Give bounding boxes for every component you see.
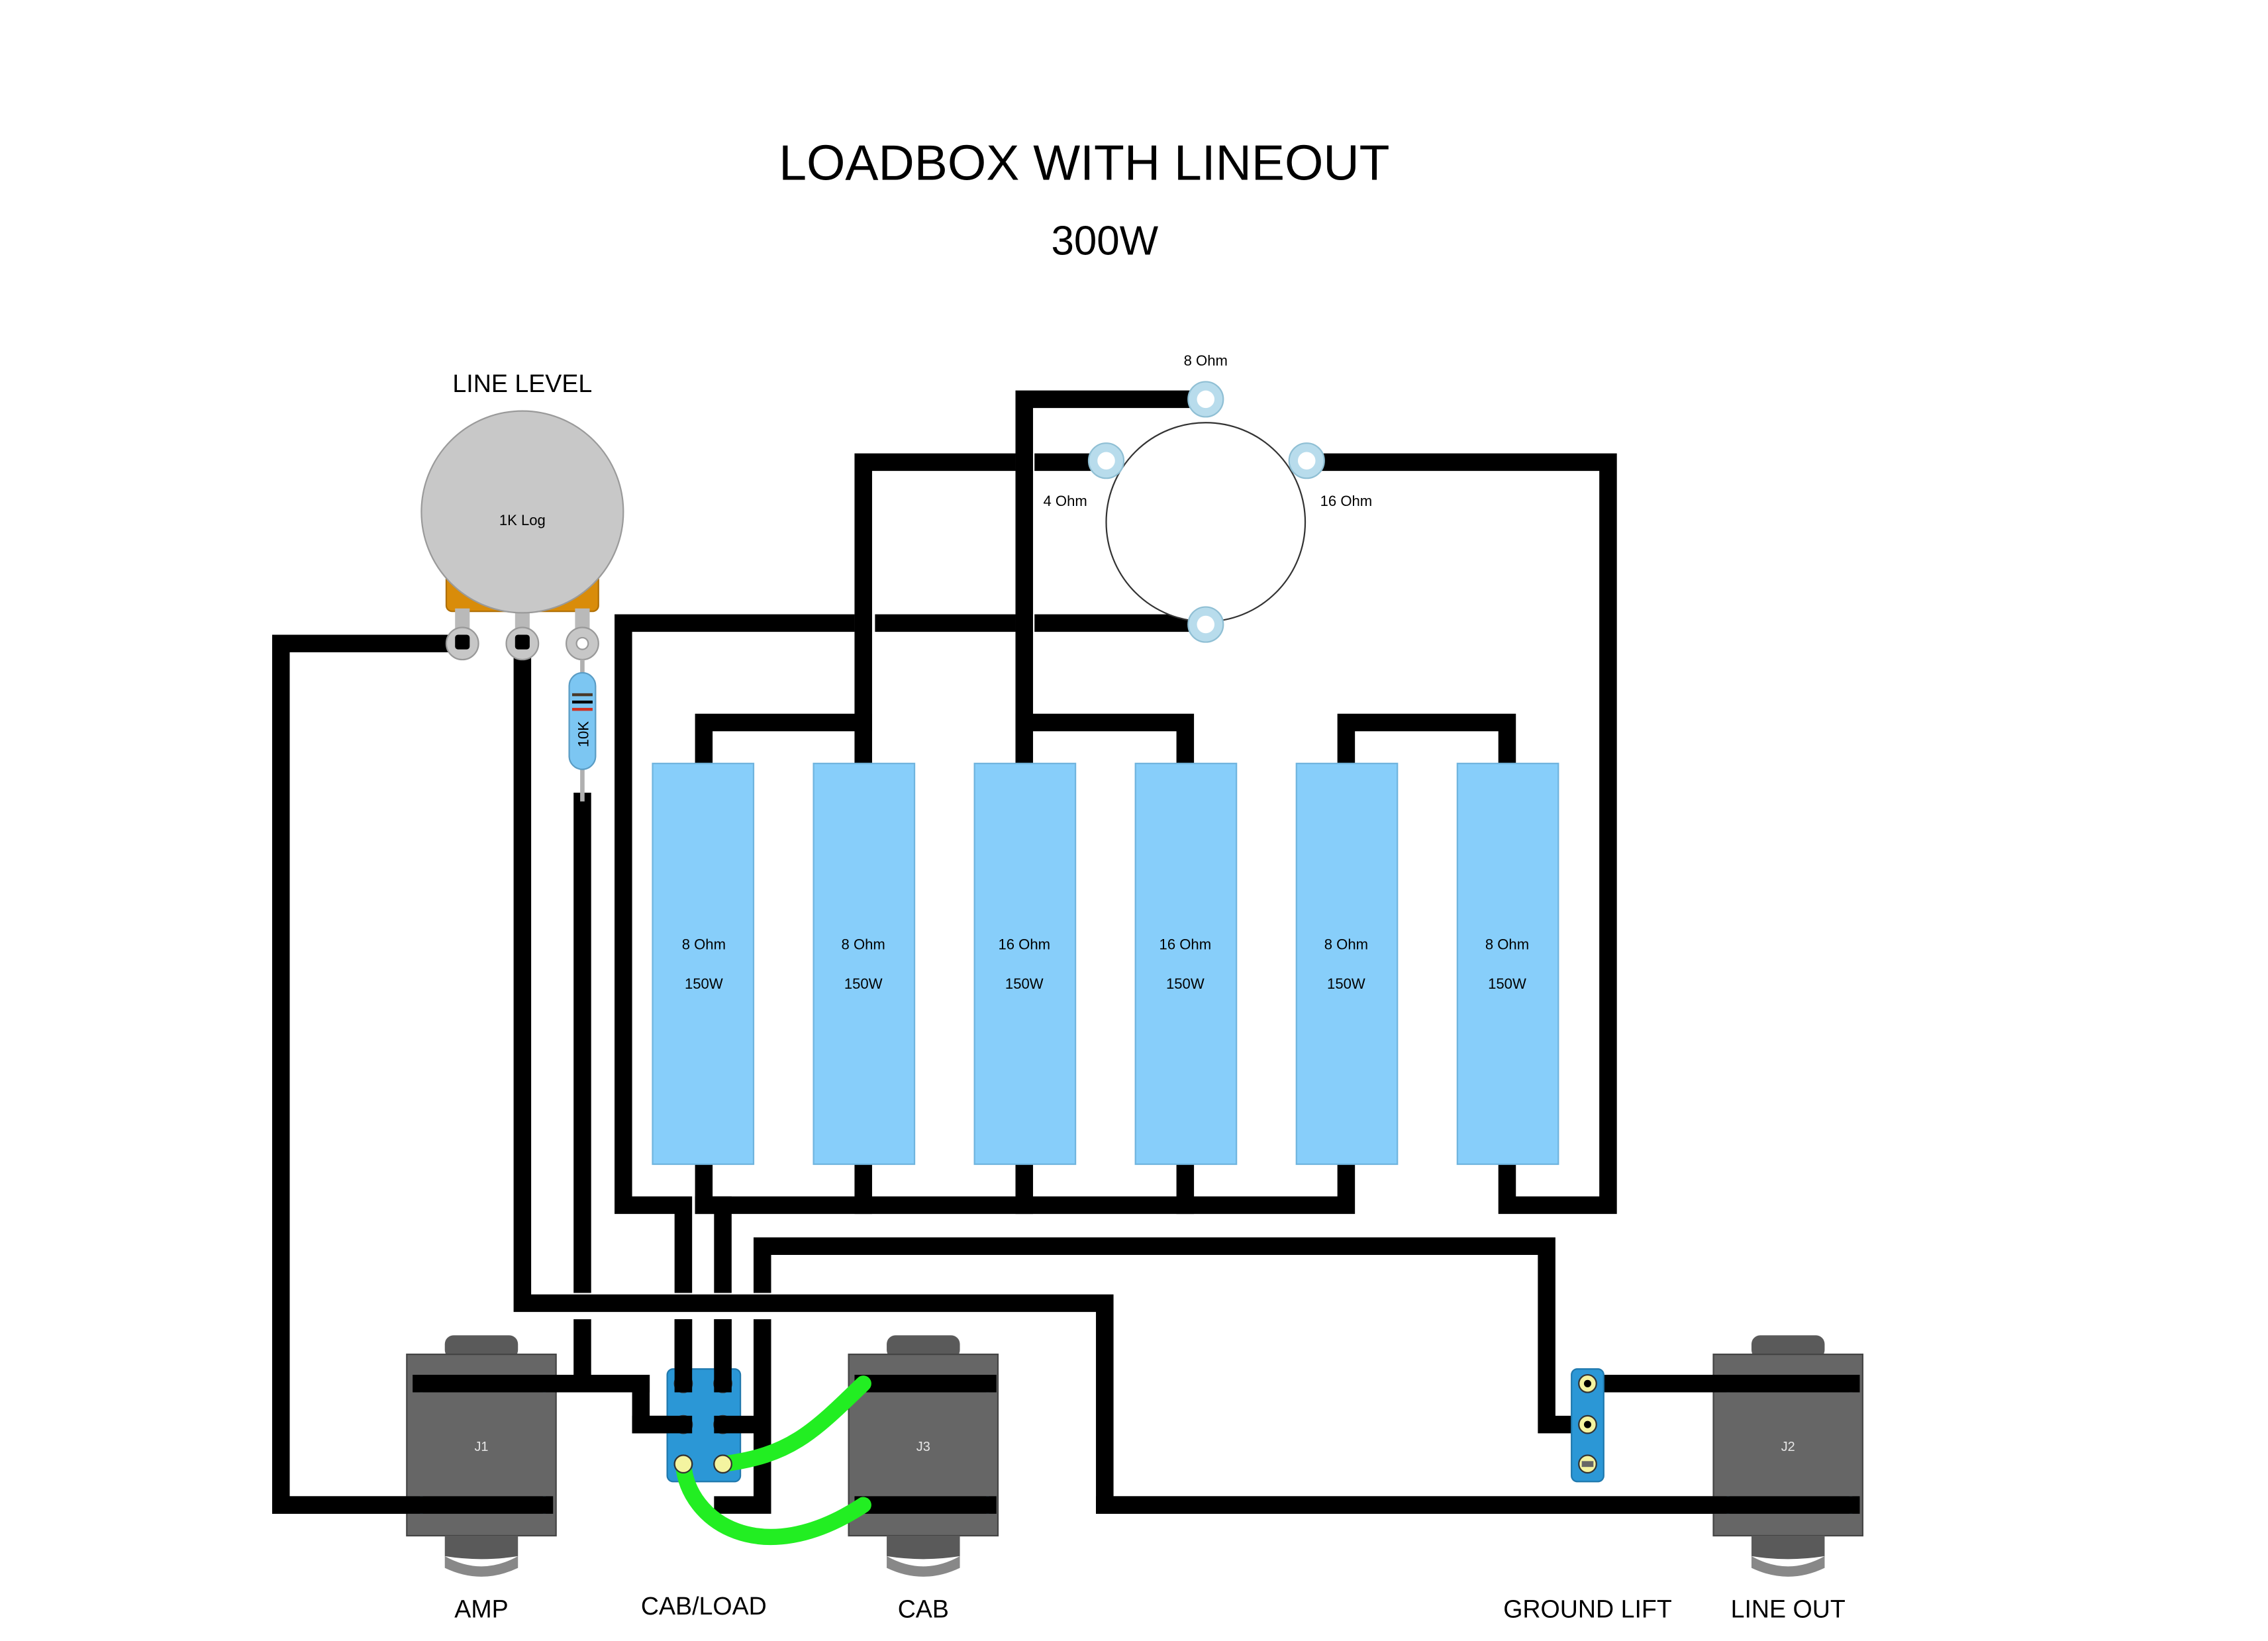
power-resistor-watts: 150W (844, 975, 883, 992)
selector-label-8ohm: 8 Ohm (1184, 352, 1228, 369)
jack-amp-nut (444, 1335, 518, 1359)
wire-r3-r4-top (1015, 713, 1195, 773)
jack-lineout-ref: J2 (1781, 1440, 1795, 1454)
power-resistor[interactable]: 16 Ohm 150W (973, 762, 1077, 1166)
power-resistor-ohms: 16 Ohm (998, 936, 1050, 952)
power-resistor-watts: 150W (1327, 975, 1365, 992)
power-resistor[interactable]: 8 Ohm 150W (1295, 762, 1399, 1166)
power-resistor-bank: 8 Ohm 150W 8 Ohm 150W 16 Ohm 150W 16 Ohm… (652, 762, 1559, 1166)
power-resistor-body (652, 762, 755, 1166)
pot-solder-wiper (515, 634, 530, 650)
wire-switch-right-lower (714, 1319, 771, 1514)
cab-load-label: CAB/LOAD (641, 1592, 767, 1620)
jack-amp-ref: J1 (474, 1440, 488, 1454)
jumper-switch-to-cab-sleeve (675, 1456, 871, 1546)
jack-amp-barrel (444, 1535, 518, 1560)
jack-wires-overlay (271, 1375, 1860, 1514)
power-resistor-body (1456, 762, 1559, 1166)
wire-r1-r2-top (695, 713, 872, 773)
pot-lug-stem-3 (575, 608, 590, 632)
wire-16ohm-to-r6 (1308, 453, 1617, 1215)
power-resistor-ohms: 16 Ohm (1159, 936, 1212, 952)
potentiometer-icon (420, 410, 624, 614)
power-resistor[interactable]: 16 Ohm 150W (1134, 762, 1238, 1166)
jumper-switch-to-cab-tip (715, 1375, 871, 1472)
power-resistor-body (973, 762, 1077, 1166)
power-resistor-ohms: 8 Ohm (1485, 936, 1529, 952)
jack-cab-ref: J3 (916, 1440, 930, 1454)
wire-r5-r6-top (1337, 713, 1516, 773)
power-resistor[interactable]: 8 Ohm 150W (813, 762, 916, 1166)
power-resistor-watts: 150W (1005, 975, 1044, 992)
pot-value: 1K Log (499, 512, 546, 528)
pot-hole-cw (575, 636, 589, 650)
selector-label-4ohm: 4 Ohm (1044, 493, 1087, 509)
power-resistor[interactable]: 8 Ohm 150W (652, 762, 755, 1166)
impedance-selector[interactable]: 8 Ohm 4 Ohm 16 Ohm (1044, 352, 1373, 643)
ground-lift-switch[interactable]: GROUND LIFT (1503, 1368, 1672, 1623)
power-resistor-watts: 150W (1166, 975, 1205, 992)
power-resistor-ohms: 8 Ohm (1324, 936, 1368, 952)
selector-lug-common-hole (1197, 615, 1215, 634)
power-resistor-watts: 150W (685, 975, 723, 992)
jack-cab-nut (887, 1335, 960, 1359)
jack-cab-label: CAB (898, 1595, 949, 1623)
jack-lineout-nut (1751, 1335, 1825, 1359)
jack-cab-barrel (887, 1535, 960, 1560)
jack-amp-label: AMP (454, 1595, 508, 1623)
resistor-icon (568, 671, 597, 770)
resistor-band-2 (571, 700, 593, 704)
resistor-10k[interactable]: 10K (568, 660, 597, 802)
ground-lift-label: GROUND LIFT (1503, 1595, 1672, 1623)
wire-resistor-bottom-bus (695, 1155, 1356, 1215)
pot-solder-ccw (455, 634, 470, 650)
resistor-band-1 (571, 693, 593, 697)
jack-cab-plug-tip (887, 1556, 960, 1577)
switch-lug-slot (1581, 1461, 1594, 1467)
wire-switch-left-to-load (615, 614, 855, 1293)
power-resistor-body (1295, 762, 1399, 1166)
line-level-pot[interactable]: LINE LEVEL 1K Log (420, 370, 624, 661)
power-resistor-ohms: 8 Ohm (842, 936, 885, 952)
pot-lug-stem-1 (455, 608, 470, 632)
switch-lug-top-overlay (673, 1454, 693, 1474)
diagram-title: LOADBOX WITH LINEOUT (779, 135, 1389, 191)
jack-lineout-barrel (1751, 1535, 1825, 1560)
resistor-10k-value: 10K (575, 721, 591, 748)
wire-r3-to-8ohm (1015, 390, 1206, 773)
rotary-switch-icon (1105, 422, 1307, 622)
pot-label: LINE LEVEL (452, 370, 592, 397)
pot-lug-stem-2 (515, 608, 530, 632)
wire-r2-to-4ohm (854, 453, 1016, 773)
selector-label-16ohm: 16 Ohm (1320, 493, 1373, 509)
selector-lug-4ohm-hole (1097, 452, 1115, 470)
switch-lug-solder (1583, 1420, 1592, 1428)
switch-lug-solder (1583, 1379, 1592, 1387)
power-resistor-ohms: 8 Ohm (682, 936, 726, 952)
power-resistor-watts: 150W (1488, 975, 1526, 992)
power-resistor-body (813, 762, 916, 1166)
jack-amp-plug-tip (444, 1556, 518, 1577)
cab-load-switch[interactable]: CAB/LOAD (641, 1368, 767, 1620)
power-resistor[interactable]: 8 Ohm 150W (1456, 762, 1559, 1166)
selector-lug-8ohm-hole (1197, 390, 1215, 409)
wire-switch-mid-to-resistors (695, 1155, 732, 1293)
jack-lineout-plug-tip (1751, 1556, 1825, 1577)
switch-lug-top-overlay (713, 1454, 732, 1474)
resistor-band-3 (571, 707, 593, 711)
switch-wires-overlay (632, 1319, 771, 1434)
jack-lineout-label: LINE OUT (1731, 1595, 1846, 1623)
diagram-subtitle: 300W (1052, 218, 1159, 264)
wire-switch-right-to-groundlift (753, 1237, 1597, 1434)
selector-lug-16ohm-hole (1297, 452, 1316, 470)
power-resistor-body (1134, 762, 1238, 1166)
